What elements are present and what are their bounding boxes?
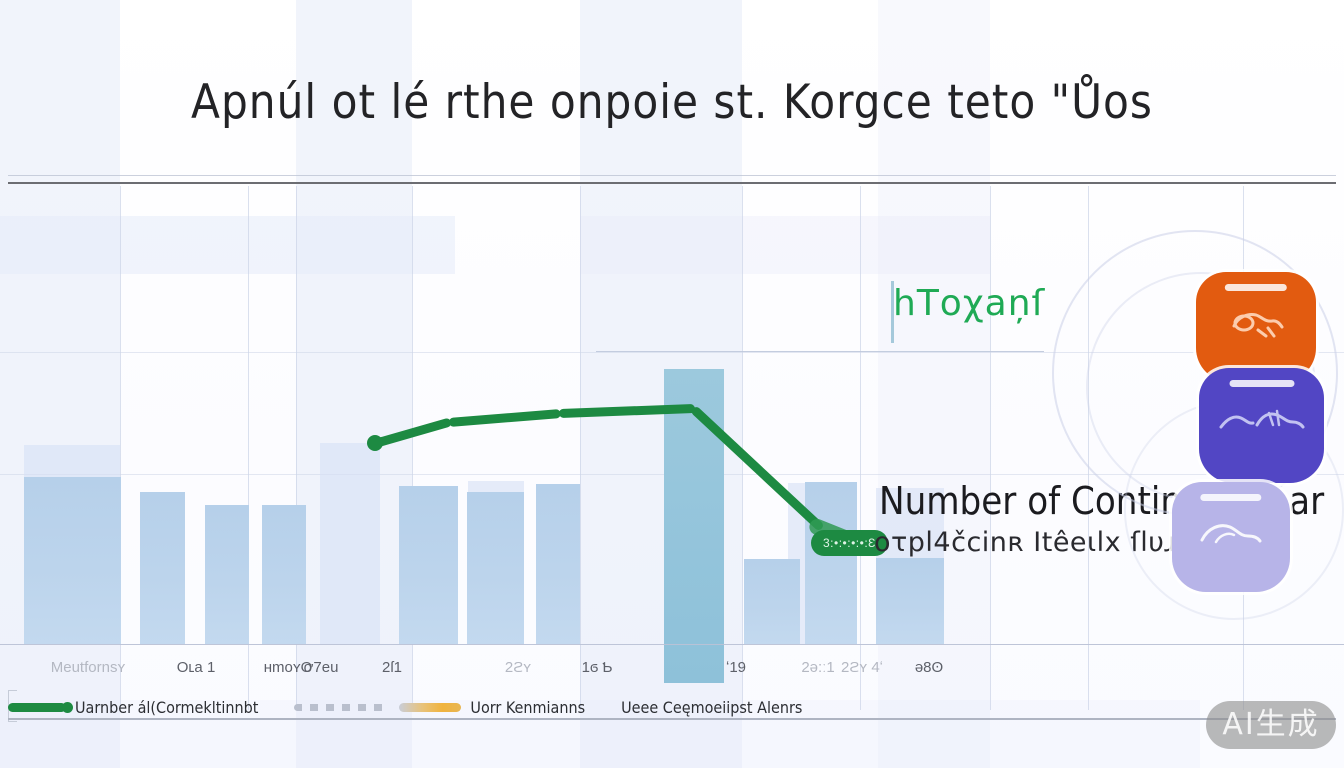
legend-item-label: Uarnber ál(Cormekltinnbt bbox=[75, 697, 259, 717]
bar[interactable] bbox=[24, 477, 121, 644]
vertical-gridline bbox=[990, 186, 991, 710]
background-block bbox=[0, 216, 455, 274]
callout-heading: Number of Continers Shar bbox=[879, 479, 1325, 523]
trend-endpoint-label: 3:•:•:•:•:Ɛ bbox=[811, 530, 888, 556]
line-swatch-icon bbox=[8, 701, 73, 713]
bar-ghost bbox=[320, 443, 380, 644]
bar[interactable] bbox=[399, 486, 458, 644]
gold-swatch-icon bbox=[399, 702, 462, 712]
x-axis-line bbox=[0, 644, 1344, 645]
x-axis-tick: 2ǝ:ː1 bbox=[801, 659, 835, 676]
green-annotation-text: hΤoχan̦ſ bbox=[893, 283, 1046, 324]
bar[interactable] bbox=[744, 559, 800, 644]
bar[interactable] bbox=[262, 505, 306, 644]
x-axis-tick: ǝ8ʘ bbox=[914, 659, 944, 676]
vertical-gridline bbox=[296, 186, 297, 710]
vertical-gridline bbox=[580, 186, 581, 710]
bar[interactable] bbox=[876, 558, 944, 644]
legend-item-label: Uorr Kenmianns bbox=[470, 697, 586, 717]
legend-item-containers[interactable]: Uarnber ál(Cormekltinnbt bbox=[8, 698, 258, 717]
background-block bbox=[580, 216, 990, 274]
vertical-gridline bbox=[1088, 186, 1089, 710]
plot-area: 3:•:•:•:•:Ɛ bbox=[0, 186, 1344, 683]
legend-item-volume[interactable]: Uorr Kenmianns bbox=[294, 698, 585, 717]
bar[interactable] bbox=[140, 492, 185, 644]
trend-line-segment bbox=[373, 417, 453, 448]
x-axis-tick: ơ7eu bbox=[303, 659, 339, 676]
background-block bbox=[0, 700, 1200, 768]
x-axis-tick: Meutfornsʏ bbox=[50, 659, 126, 676]
bar[interactable] bbox=[205, 505, 249, 644]
trend-line-segment bbox=[448, 409, 562, 427]
callout-subheading: oτpl4čcinʀ Itêeιlx ſlυɹo1liαc bbox=[874, 527, 1261, 558]
vertical-gridline bbox=[860, 186, 861, 710]
x-axis-tick: ʻ19 bbox=[725, 659, 747, 676]
x-axis-tick: ʜmoʏO bbox=[263, 659, 313, 676]
bar[interactable] bbox=[536, 484, 580, 644]
vertical-gridline bbox=[248, 186, 249, 710]
bar[interactable] bbox=[467, 492, 524, 644]
x-axis-tick: 2ſ1 bbox=[381, 659, 403, 676]
legend-item-alerts[interactable]: Ueee Ceęmoeiipst Alenrs bbox=[621, 698, 802, 717]
x-axis-tick: 2ϩʏ bbox=[504, 659, 532, 676]
legend-item-label: Ueee Ceęmoeiipst Alenrs bbox=[621, 697, 803, 717]
ai-watermark-badge: AI生成 bbox=[1206, 701, 1336, 749]
page-title: Apnúl ot lé rthe onpoie st. Korgce teto … bbox=[191, 75, 1153, 130]
x-axis-tick: 1ϭ Ƅ bbox=[581, 659, 613, 676]
vertical-gridline bbox=[412, 186, 413, 710]
title-divider bbox=[8, 182, 1336, 184]
legend: Uarnber ál(Cormekltinnbt Uorr Kenmianns … bbox=[8, 692, 1336, 722]
bar[interactable] bbox=[805, 482, 857, 644]
vertical-gridline bbox=[120, 186, 121, 710]
horizontal-gridline bbox=[0, 352, 1344, 353]
title-rule-soft bbox=[8, 175, 1336, 176]
annotation-leader-line bbox=[891, 281, 894, 343]
dashed-swatch-icon bbox=[294, 703, 391, 711]
annotation-underline bbox=[596, 351, 1044, 352]
x-axis-tick: Oʟa 1 bbox=[176, 659, 216, 676]
legend-divider bbox=[8, 718, 1336, 720]
x-axis-tick: 2ϩʏ 4ʻ bbox=[841, 659, 883, 676]
